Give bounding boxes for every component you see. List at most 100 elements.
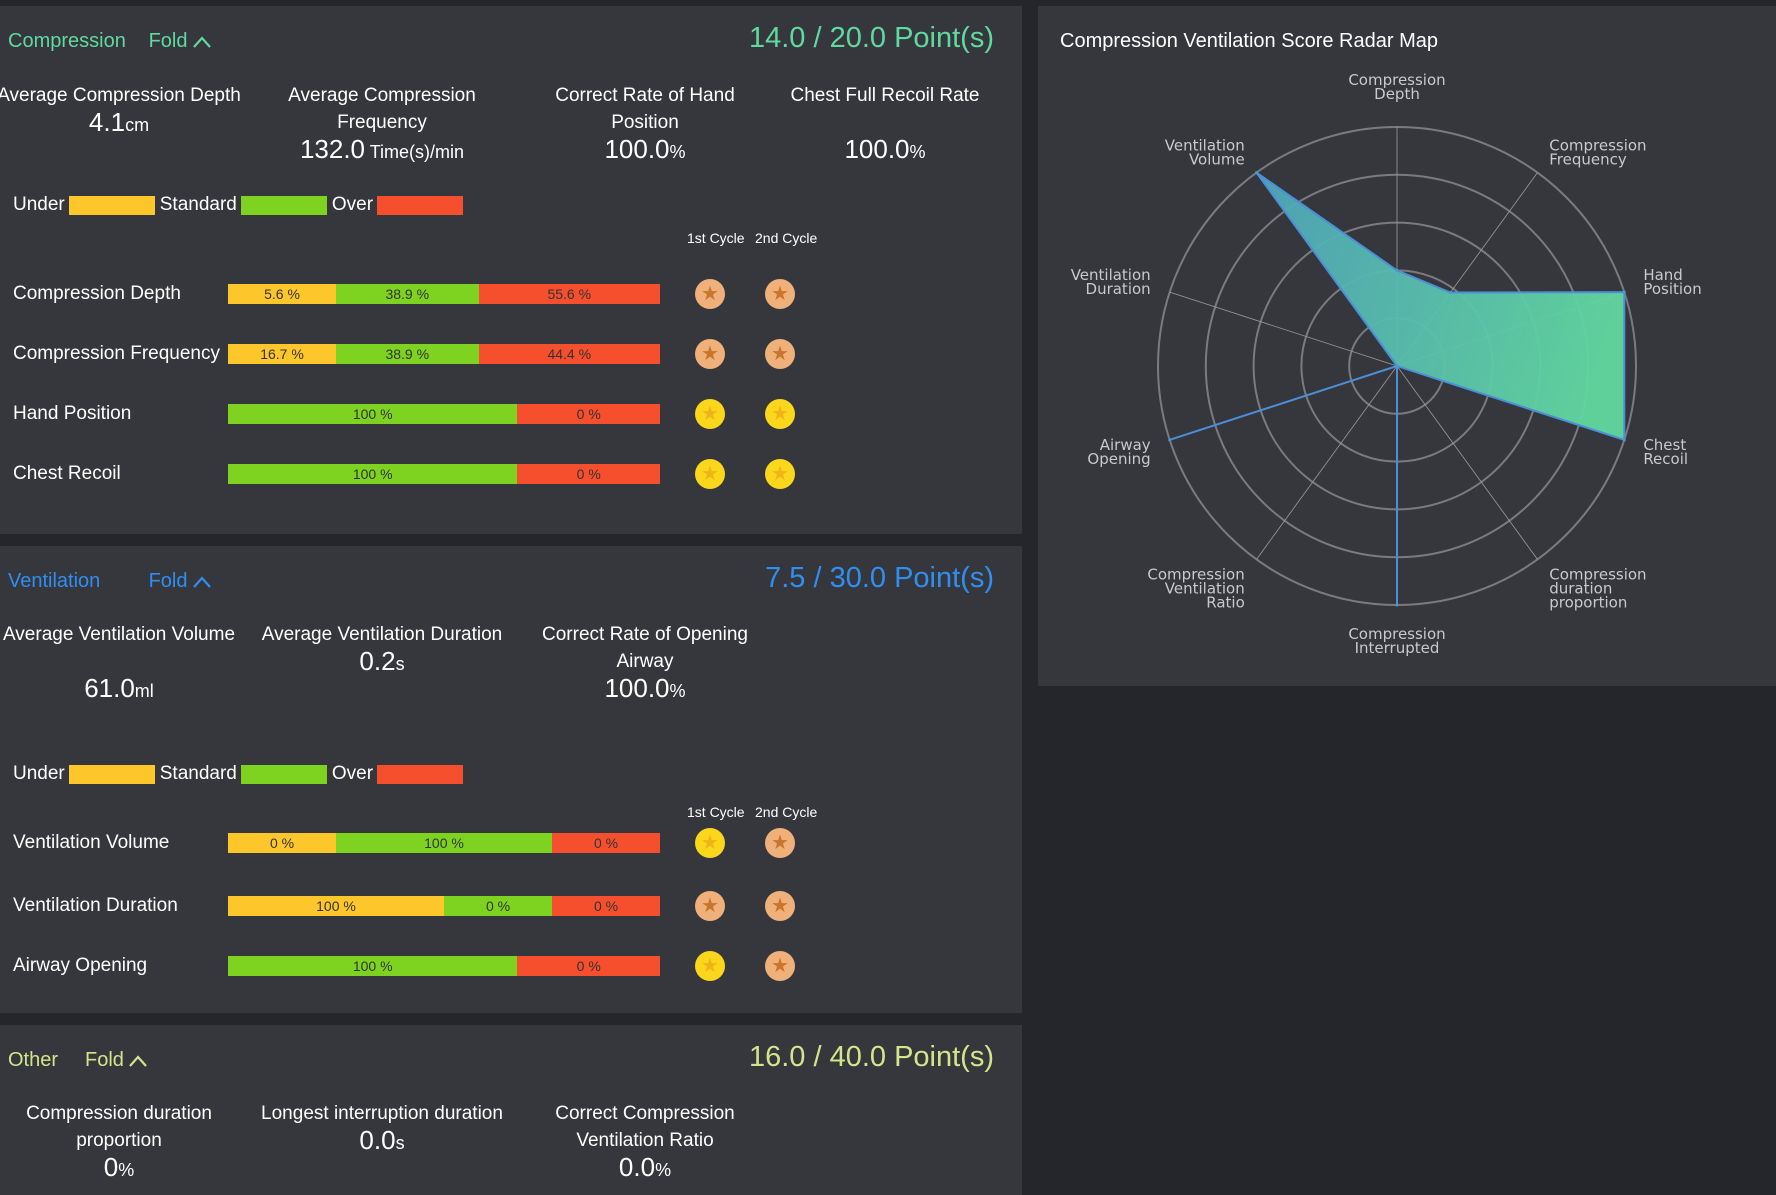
bar-segment-standard: 38.9 % [336,344,479,364]
metric-label: Correct Rate of Opening Airway [542,624,748,672]
radar-axis-label-line: Opening [1087,450,1150,468]
ventilation-fold-button[interactable]: Fold [149,570,212,593]
chevron-up-icon [124,1049,148,1071]
metric-correct-rate-of-opening-airway: Correct Rate of Opening Airway 100.0% [520,621,770,705]
metric-chest-full-recoil-rate: Chest Full Recoil Rate 100.0% [760,82,1010,166]
star-icon: ★ [701,895,719,917]
score-separator: / [805,1041,830,1073]
star-icon: ★ [701,832,719,854]
distribution-bar: 16.7 % 38.9 % 44.4 % [228,344,660,364]
bar-segment-standard: 100 % [228,464,518,484]
distribution-bar: 100 % 0 % [228,404,660,424]
metric-number: 100.0 [844,134,910,164]
metric-label: Chest Full Recoil Rate [790,85,980,106]
bar-segment-over: 0 % [517,464,660,484]
radar-axis-label: Chest Recoil [1643,436,1688,468]
radar-axis-label-line: proportion [1549,594,1627,612]
legend-standard-swatch [240,764,327,784]
radar-axis-label: Compression Interrupted [1348,625,1445,657]
radar-axis-label-line: Compression [1348,625,1445,643]
star-icon: ★ [771,463,789,485]
bar-segment-under: 16.7 % [228,344,336,364]
bar-segment-over: 55.6 % [478,284,660,304]
radar-axis-line [1169,291,1398,367]
distribution-bar: 5.6 % 38.9 % 55.6 % [228,284,660,304]
metric-value: 0.0% [520,1154,770,1184]
radar-axis-line [1256,365,1398,560]
radar-axis-label-line: Position [1643,280,1701,298]
metric-value: 0.0s [257,1127,507,1157]
metric-unit: % [118,1160,135,1180]
radar-axis-label-line: Hand [1643,266,1683,284]
score-total: 30.0 [829,562,887,594]
metric-value: 132.0 Time(s)/min [257,136,507,166]
radar-axis-label-line: Depth [1374,85,1420,103]
legend-under-label: Under [13,763,65,784]
row-label: Compression Depth [13,283,181,304]
score-value: 16.0 [748,1041,806,1073]
first-cycle-gold-medal: ★ [695,951,725,981]
metric-value: 61.0ml [0,675,244,705]
star-icon: ★ [771,343,789,365]
star-icon: ★ [771,283,789,305]
row-label: Chest Recoil [13,463,121,484]
metric-label: Average Compression Frequency [288,85,476,133]
bar-segment-over: 44.4 % [478,344,660,364]
metric-value: 100.0% [760,136,1010,166]
metric-value: 100.0% [520,675,770,705]
compression-fold-button[interactable]: Fold [149,30,212,53]
legend-under-label: Under [13,194,65,215]
metric-unit: s [395,654,405,674]
distribution-bar: 100 % 0 % [228,464,660,484]
metric-label: Average Ventilation Duration [261,624,503,645]
radar-axis-label-line: Compression [1147,566,1244,584]
radar-axis-label-line: Chest [1643,436,1686,454]
metric-number: 0 [103,1152,119,1182]
radar-axis-label-line: Ratio [1206,594,1245,612]
metric-average-compression-depth: Average Compression Depth 4.1cm [0,82,244,139]
score-gap [886,1041,894,1073]
score-value: 14.0 [748,22,806,54]
second-cycle-gold-medal: ★ [765,399,795,429]
star-icon: ★ [701,343,719,365]
metric-correct-rate-of-hand-position: Correct Rate of Hand Position 100.0% [520,82,770,166]
row-label: Ventilation Duration [13,895,178,916]
metric-value: 4.1cm [0,109,244,139]
ventilation-section-title: Ventilation [8,570,101,592]
second-cycle-bronze-medal: ★ [765,891,795,921]
score-total: 40.0 [829,1041,887,1073]
first-cycle-gold-medal: ★ [695,459,725,489]
radar-point-1 [1448,291,1452,295]
radar-axis-label-line: Compression [1549,136,1646,154]
first-cycle-gold-medal: ★ [695,828,725,858]
metric-label: Compression duration proportion [26,1103,212,1151]
metric-average-ventilation-duration: Average Ventilation Duration 0.2s [257,621,507,678]
radar-axis-label-line: Compression [1549,566,1646,584]
metric-longest-interruption-duration: Longest interruption duration 0.0s [257,1100,507,1157]
metric-correct-compression-ventilation-ratio: Correct Compression Ventilation Ratio 0.0… [520,1100,770,1184]
chevron-up-icon [188,570,212,592]
radar-point-0 [1395,268,1399,272]
compression-section-title: Compression [8,30,126,52]
second-cycle-header: 2nd Cycle [755,230,818,246]
radar-point-2 [1622,290,1626,294]
radar-axis-label-line: Ventilation [1165,580,1245,598]
radar-series-area [1169,171,1626,605]
star-icon: ★ [701,403,719,425]
first-cycle-header: 1st Cycle [687,804,745,820]
metric-unit: ml [134,681,154,701]
bar-segment-under: 0 % [228,833,336,853]
metric-average-compression-frequency: Average Compression Frequency 132.0 Time(… [257,82,507,166]
metric-unit: % [655,1160,672,1180]
radar-point-5 [1395,603,1399,607]
radar-panel: Compression Ventilation Score Radar Map … [1038,6,1776,686]
score-unit: Point(s) [894,22,994,54]
metric-compression-duration-proportion: Compression duration proportion 0% [0,1100,244,1184]
metric-label: Average Compression Depth [0,85,241,106]
legend-under-swatch [68,195,155,215]
ventilation-score: 7.5 / 30.0 Point(s) [765,562,994,595]
bar-segment-over: 0 % [517,956,660,976]
radar-axis-label: Compression Ventilation Ratio [1147,566,1244,612]
other-fold-button[interactable]: Fold [85,1049,148,1072]
